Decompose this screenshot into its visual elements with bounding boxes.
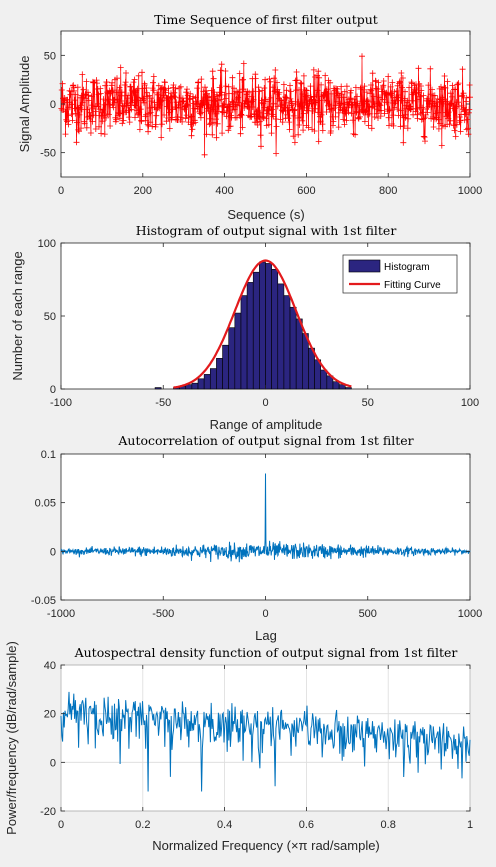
x-tick-label: -500 bbox=[152, 608, 174, 620]
x-tick-label: 200 bbox=[134, 185, 152, 197]
histogram-bar bbox=[272, 269, 278, 389]
chart-title-autocorrelation: Autocorrelation of output signal from 1s… bbox=[117, 433, 413, 448]
x-axis-label-time-sequence: Sequence (s) bbox=[227, 207, 304, 222]
x-tick-label: 0.8 bbox=[381, 819, 396, 831]
plot-area-psd bbox=[61, 665, 470, 811]
y-tick-label: -20 bbox=[40, 806, 56, 818]
x-tick-label: 500 bbox=[359, 608, 377, 620]
x-tick-label: -1000 bbox=[47, 608, 75, 620]
y-tick-label: 0 bbox=[50, 757, 56, 769]
x-tick-label: 0 bbox=[58, 819, 64, 831]
y-tick-label: 20 bbox=[44, 709, 56, 721]
x-tick-label: 400 bbox=[215, 185, 233, 197]
y-tick-label: 0 bbox=[50, 99, 56, 111]
histogram-bar bbox=[308, 348, 314, 389]
histogram-bar bbox=[253, 272, 259, 389]
x-tick-label: 0.2 bbox=[135, 819, 150, 831]
histogram-bar bbox=[321, 370, 327, 389]
y-tick-label: 0 bbox=[50, 546, 56, 558]
histogram-bar bbox=[259, 262, 265, 389]
x-tick-label: 100 bbox=[461, 397, 479, 409]
legend-swatch-histogram bbox=[349, 260, 380, 272]
histogram-bar bbox=[290, 307, 296, 389]
x-axis-label-psd: Normalized Frequency (×π rad/sample) bbox=[152, 838, 380, 853]
histogram-bar bbox=[278, 284, 284, 389]
y-axis-label-psd: Power/frequency (dB/rad/sample) bbox=[4, 641, 19, 835]
y-axis-label-histogram: Number of each range bbox=[10, 251, 25, 380]
x-tick-label: 1000 bbox=[458, 185, 482, 197]
x-tick-label: 800 bbox=[379, 185, 397, 197]
x-tick-label: -50 bbox=[155, 397, 171, 409]
chart-title-psd: Autospectral density function of output … bbox=[74, 645, 458, 660]
histogram-bar bbox=[284, 296, 290, 389]
histogram-bar bbox=[266, 263, 272, 389]
x-tick-label: 1 bbox=[467, 819, 473, 831]
x-tick-label: 600 bbox=[297, 185, 315, 197]
x-tick-label: 1000 bbox=[458, 608, 482, 620]
legend-label-fitting-curve: Fitting Curve bbox=[384, 280, 441, 291]
chart-title-histogram: Histogram of output signal with 1st filt… bbox=[136, 223, 397, 238]
legend: Histogram Fitting Curve bbox=[343, 255, 457, 293]
histogram-bar bbox=[302, 334, 308, 389]
histogram-bar bbox=[247, 282, 253, 389]
y-tick-label: -0.05 bbox=[31, 595, 56, 607]
y-axis-label-time-sequence: Signal Amplitude bbox=[17, 56, 32, 153]
x-tick-label: 0.6 bbox=[299, 819, 314, 831]
histogram-bar bbox=[296, 319, 302, 389]
x-axis-label-autocorrelation: Lag bbox=[255, 628, 277, 643]
x-tick-label: 0 bbox=[262, 608, 268, 620]
y-tick-label: 100 bbox=[38, 238, 56, 250]
y-tick-label: 0 bbox=[50, 384, 56, 396]
x-axis-label-histogram: Range of amplitude bbox=[210, 417, 323, 432]
histogram-bar bbox=[223, 345, 229, 389]
y-tick-label: 40 bbox=[44, 660, 56, 672]
x-tick-label: 50 bbox=[362, 397, 374, 409]
histogram-bar bbox=[210, 369, 216, 389]
histogram-bar bbox=[216, 358, 222, 389]
histogram-bar bbox=[241, 296, 247, 389]
y-tick-label: 50 bbox=[44, 50, 56, 62]
histogram-bar bbox=[345, 388, 351, 389]
legend-label-histogram: Histogram bbox=[384, 262, 430, 273]
histogram-bar bbox=[235, 313, 241, 389]
chart-title-time-sequence: Time Sequence of first filter output bbox=[154, 12, 378, 27]
histogram-bar bbox=[204, 374, 210, 389]
y-tick-label: 0.05 bbox=[35, 498, 56, 510]
x-tick-label: -100 bbox=[50, 397, 72, 409]
histogram-bar bbox=[155, 388, 161, 389]
histogram-bar bbox=[192, 383, 198, 389]
y-tick-label: -50 bbox=[40, 148, 56, 160]
histogram-bar bbox=[229, 328, 235, 389]
x-tick-label: 0.4 bbox=[217, 819, 232, 831]
histogram-bar bbox=[333, 382, 339, 389]
y-tick-label: 50 bbox=[44, 311, 56, 323]
x-tick-label: 0 bbox=[58, 185, 64, 197]
histogram-bar bbox=[198, 379, 204, 389]
x-tick-label: 0 bbox=[262, 397, 268, 409]
y-tick-label: 0.1 bbox=[41, 449, 56, 461]
